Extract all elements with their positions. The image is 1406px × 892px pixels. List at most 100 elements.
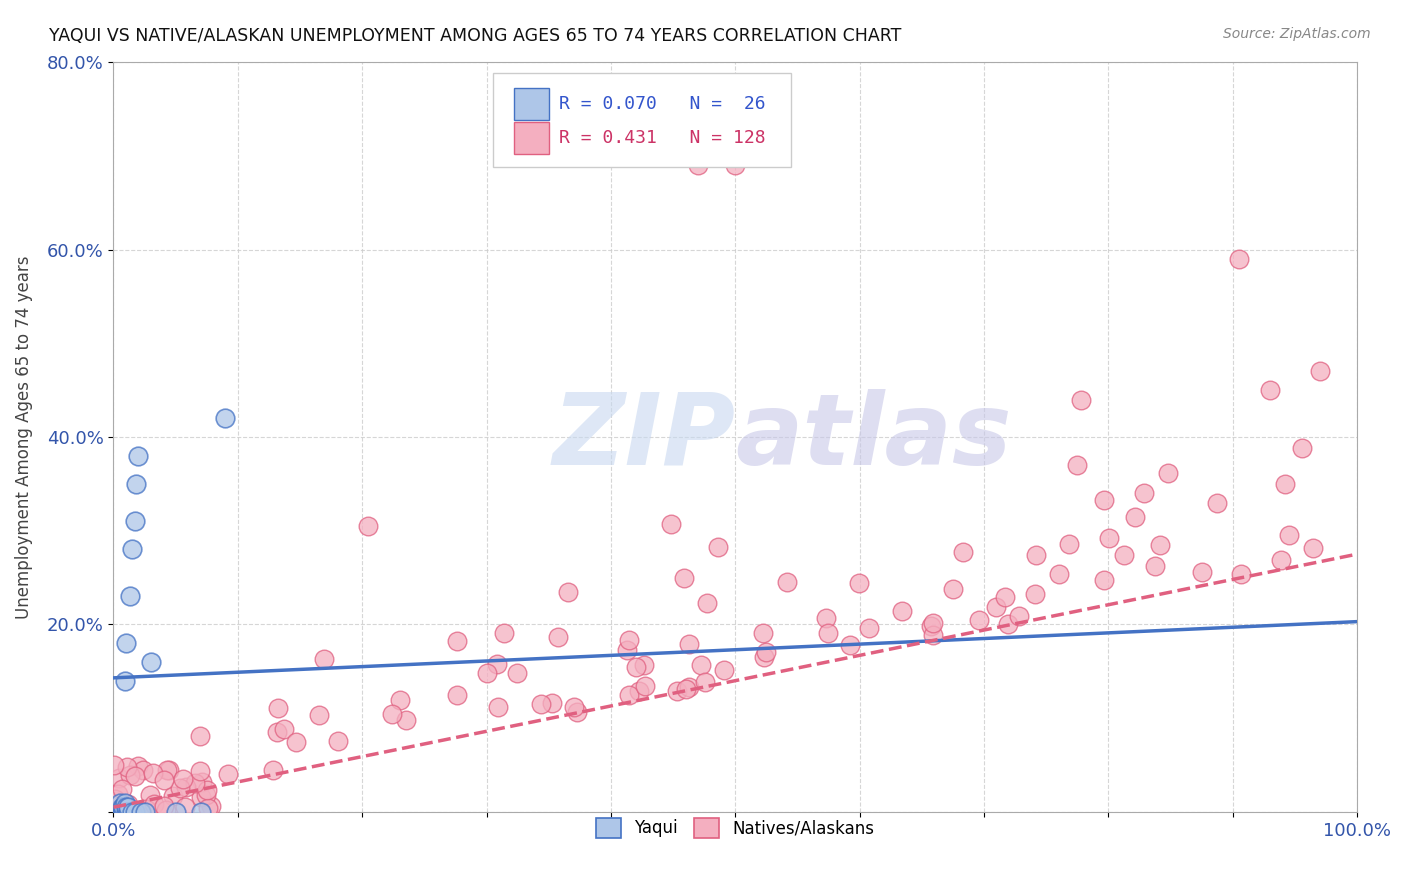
Point: [142, 765, 165, 780]
Point: [103, 758, 125, 772]
Point: [1144, 559, 1167, 574]
Point: [627, 684, 650, 698]
Point: [112, 805, 135, 819]
Point: [1092, 492, 1115, 507]
Point: [752, 650, 775, 665]
Point: [127, 449, 149, 463]
Point: [693, 675, 716, 690]
Point: [1205, 496, 1227, 510]
Point: [1278, 528, 1301, 542]
Point: [107, 803, 129, 817]
Point: [942, 582, 965, 596]
Point: [195, 783, 218, 797]
Point: [1229, 567, 1251, 582]
Point: [1123, 510, 1146, 524]
Point: [112, 800, 135, 814]
Point: [492, 626, 515, 640]
Point: [814, 611, 837, 625]
Point: [115, 805, 138, 819]
Bar: [515, 88, 548, 120]
Point: [1008, 608, 1031, 623]
Point: [634, 679, 657, 693]
Point: [891, 604, 914, 618]
Point: [506, 665, 529, 680]
Point: [115, 760, 138, 774]
Point: [172, 772, 194, 786]
Point: [839, 638, 862, 652]
Point: [129, 805, 152, 819]
Point: [124, 514, 146, 528]
Point: [125, 476, 148, 491]
Point: [117, 805, 139, 819]
Point: [157, 763, 180, 777]
Point: [633, 657, 655, 672]
Point: [776, 575, 799, 590]
Point: [266, 724, 288, 739]
Point: [1092, 573, 1115, 587]
Point: [156, 763, 179, 777]
Point: [184, 776, 207, 790]
Point: [922, 615, 945, 630]
Point: [121, 542, 143, 557]
Point: [706, 541, 728, 555]
Text: R = 0.431   N = 128: R = 0.431 N = 128: [558, 128, 765, 147]
Point: [326, 733, 349, 747]
Point: [115, 800, 138, 814]
Point: [952, 545, 974, 559]
Point: [1258, 383, 1281, 397]
Point: [486, 657, 509, 671]
Point: [115, 636, 138, 650]
Point: [619, 632, 641, 647]
Point: [1191, 566, 1213, 580]
Point: [195, 788, 218, 802]
Text: Source: ZipAtlas.com: Source: ZipAtlas.com: [1223, 27, 1371, 41]
Point: [190, 789, 212, 804]
Point: [108, 805, 131, 819]
Point: [134, 805, 156, 819]
Point: [217, 767, 239, 781]
Point: [530, 698, 553, 712]
Point: [724, 158, 747, 172]
Point: [357, 518, 380, 533]
Point: [858, 621, 880, 635]
Point: [696, 596, 718, 610]
Point: [920, 618, 942, 632]
Point: [139, 788, 162, 802]
Point: [675, 681, 697, 696]
Point: [108, 796, 131, 810]
Point: [314, 651, 336, 665]
Point: [153, 772, 176, 787]
Point: [153, 799, 176, 814]
Point: [689, 658, 711, 673]
Point: [389, 693, 412, 707]
Point: [162, 789, 184, 803]
Point: [921, 628, 943, 642]
Point: [541, 696, 564, 710]
Point: [616, 643, 638, 657]
Point: [1291, 441, 1313, 455]
Point: [174, 780, 197, 795]
Point: [121, 805, 143, 819]
Point: [111, 800, 134, 814]
Text: atlas: atlas: [735, 389, 1012, 485]
Point: [686, 158, 709, 172]
Point: [262, 763, 284, 777]
Point: [1302, 541, 1324, 555]
Point: [118, 590, 141, 604]
Point: [117, 800, 139, 814]
Point: [190, 805, 212, 819]
Point: [114, 673, 136, 688]
Text: YAQUI VS NATIVE/ALASKAN UNEMPLOYMENT AMONG AGES 65 TO 74 YEARS CORRELATION CHART: YAQUI VS NATIVE/ALASKAN UNEMPLOYMENT AMO…: [49, 27, 901, 45]
Point: [624, 660, 647, 674]
Point: [678, 636, 700, 650]
Point: [1070, 393, 1092, 408]
Point: [124, 769, 146, 783]
Point: [104, 791, 127, 805]
Point: [967, 613, 990, 627]
Point: [1149, 538, 1171, 552]
Point: [446, 688, 468, 702]
Point: [173, 800, 195, 814]
Point: [619, 688, 641, 702]
Point: [191, 774, 214, 789]
Point: [1059, 536, 1081, 550]
